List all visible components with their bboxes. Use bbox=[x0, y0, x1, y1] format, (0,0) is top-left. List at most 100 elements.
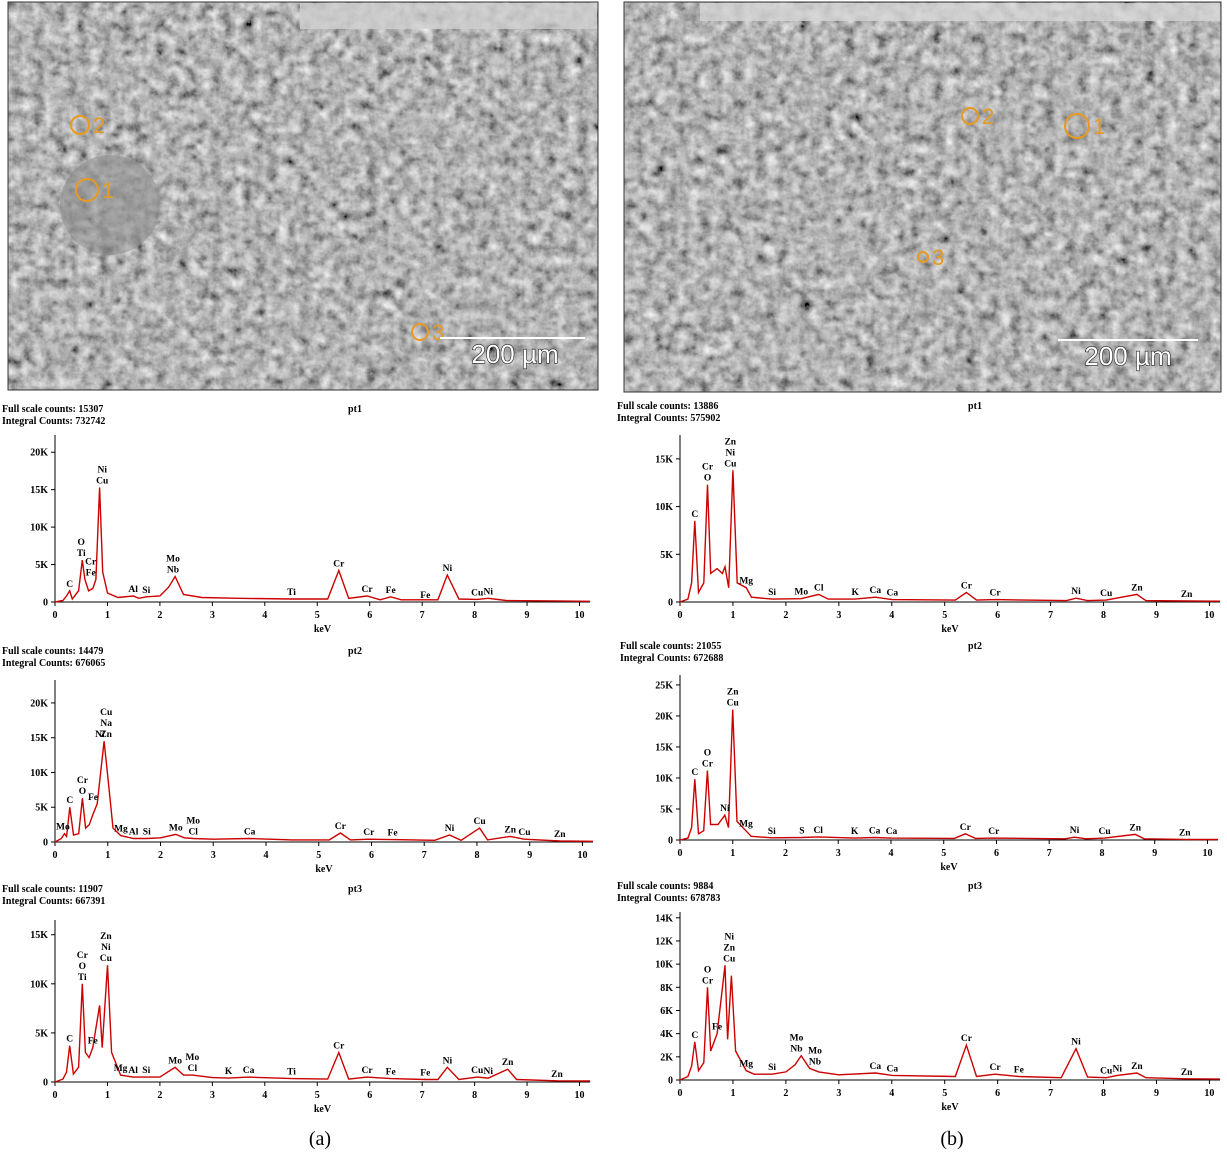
x-axis-label: keV bbox=[941, 1102, 959, 1113]
x-tick-label: 10 bbox=[1204, 610, 1214, 621]
point-label: 2 bbox=[982, 104, 994, 129]
x-tick-label: 7 bbox=[1048, 1088, 1053, 1099]
sem-texture bbox=[624, 2, 1221, 392]
x-tick-label: 9 bbox=[1152, 848, 1157, 859]
peak-label: Mo bbox=[56, 823, 70, 833]
full-scale-counts: Full scale counts: 13886 bbox=[617, 401, 718, 412]
peak-label: Ni bbox=[1071, 587, 1081, 597]
peak-label: Cu bbox=[96, 476, 109, 486]
peak-label: Zn bbox=[551, 1070, 563, 1080]
y-tick-label: 6K bbox=[660, 1006, 673, 1017]
peak-label: Fe bbox=[88, 1037, 98, 1047]
y-tick-label: 10K bbox=[30, 768, 48, 779]
peak-label: Cr bbox=[702, 463, 714, 473]
x-tick-label: 5 bbox=[315, 610, 320, 621]
chart-title: pt2 bbox=[968, 641, 982, 652]
peak-label: Cr bbox=[363, 828, 375, 838]
peak-label: Fe bbox=[388, 829, 398, 839]
peak-label: Zn bbox=[1131, 1062, 1143, 1072]
x-tick-label: 6 bbox=[995, 1088, 1000, 1099]
peak-label: Cr bbox=[335, 822, 347, 832]
peak-label: Mg bbox=[114, 1064, 128, 1074]
integral-counts: Integral Counts: 732742 bbox=[2, 416, 105, 427]
x-tick-label: 1 bbox=[730, 610, 735, 621]
x-tick-label: 10 bbox=[575, 1090, 585, 1101]
y-tick-label: 0 bbox=[43, 598, 48, 609]
chart-title: pt1 bbox=[348, 404, 362, 415]
chart-title: pt1 bbox=[968, 401, 982, 412]
chart-title: pt3 bbox=[968, 881, 982, 892]
peak-label: Fe bbox=[86, 569, 96, 579]
peak-label: Zn bbox=[554, 830, 566, 840]
chart-title: pt3 bbox=[348, 884, 362, 895]
x-tick-label: 6 bbox=[995, 610, 1000, 621]
peak-label: Si bbox=[768, 827, 776, 837]
x-tick-label: 7 bbox=[420, 1090, 425, 1101]
x-tick-label: 6 bbox=[994, 848, 999, 859]
x-tick-label: 8 bbox=[1099, 848, 1104, 859]
y-tick-label: 20K bbox=[655, 711, 673, 722]
x-tick-label: 9 bbox=[1154, 1088, 1159, 1099]
y-tick-label: 12K bbox=[655, 936, 673, 947]
peak-label: Cu bbox=[1100, 589, 1113, 599]
point-label: 1 bbox=[102, 178, 114, 203]
peak-label: Cr bbox=[989, 1063, 1001, 1073]
peak-label: Mo bbox=[790, 1034, 804, 1044]
peak-label: Cr bbox=[702, 760, 714, 770]
peak-label: Cl bbox=[813, 826, 823, 836]
peak-label: Ti bbox=[78, 973, 87, 983]
peak-label: Ti bbox=[287, 1068, 296, 1078]
peak-label: Ni bbox=[443, 564, 453, 574]
x-tick-label: 7 bbox=[420, 610, 425, 621]
y-tick-label: 0 bbox=[668, 1076, 673, 1087]
y-tick-label: 5K bbox=[35, 560, 48, 571]
peak-label: Ca bbox=[869, 827, 881, 837]
peak-label: Mg bbox=[739, 1060, 753, 1070]
peak-label: Ni bbox=[97, 465, 107, 475]
sem-image-b bbox=[624, 2, 1221, 392]
peak-label: C bbox=[66, 580, 73, 590]
peak-label: C bbox=[66, 1035, 73, 1045]
peak-label: Cr bbox=[77, 776, 89, 786]
peak-label: Ti bbox=[287, 588, 296, 598]
full-scale-counts: Full scale counts: 11907 bbox=[2, 884, 103, 895]
x-axis-label: keV bbox=[315, 864, 333, 875]
x-tick-label: 8 bbox=[1101, 1088, 1106, 1099]
image-background bbox=[700, 3, 1220, 21]
full-scale-counts: Full scale counts: 21055 bbox=[620, 641, 721, 652]
point-label: 1 bbox=[1093, 114, 1105, 139]
peak-label: Mo bbox=[166, 555, 180, 565]
x-tick-label: 1 bbox=[105, 850, 110, 861]
y-tick-label: 14K bbox=[655, 913, 673, 924]
full-scale-counts: Full scale counts: 9884 bbox=[617, 881, 713, 892]
peak-label: Mg bbox=[739, 820, 753, 830]
peak-label: K bbox=[225, 1067, 233, 1077]
x-tick-label: 0 bbox=[53, 610, 58, 621]
peak-label: Cu bbox=[727, 699, 740, 709]
y-tick-label: 25K bbox=[655, 680, 673, 691]
peak-label: Si bbox=[142, 586, 150, 596]
peak-label: Cu bbox=[100, 708, 113, 718]
x-axis-label: keV bbox=[314, 1104, 332, 1115]
peak-label: Zn bbox=[1179, 828, 1191, 838]
peak-label: Ca bbox=[870, 586, 882, 596]
x-tick-label: 8 bbox=[1101, 610, 1106, 621]
figure: 213200 µm213200 µm(a)(b)Full scale count… bbox=[0, 0, 1227, 1153]
point-label: 3 bbox=[932, 245, 944, 270]
peak-label: Ni bbox=[1113, 1064, 1123, 1074]
x-tick-label: 6 bbox=[367, 1090, 372, 1101]
panel-label: (a) bbox=[309, 1128, 331, 1150]
image-background bbox=[300, 3, 597, 29]
peak-label: Ca bbox=[244, 828, 256, 838]
x-tick-label: 4 bbox=[889, 1088, 894, 1099]
x-tick-label: 10 bbox=[1204, 1088, 1214, 1099]
y-tick-label: 8K bbox=[660, 983, 673, 994]
x-tick-label: 0 bbox=[53, 1090, 58, 1101]
y-tick-label: 0 bbox=[43, 838, 48, 849]
x-tick-label: 9 bbox=[525, 1090, 530, 1101]
y-tick-label: 0 bbox=[668, 836, 673, 847]
peak-label: Mo bbox=[169, 823, 183, 833]
x-tick-label: 8 bbox=[472, 1090, 477, 1101]
peak-label: Ni bbox=[726, 448, 736, 458]
peak-label: Mo bbox=[186, 817, 200, 827]
